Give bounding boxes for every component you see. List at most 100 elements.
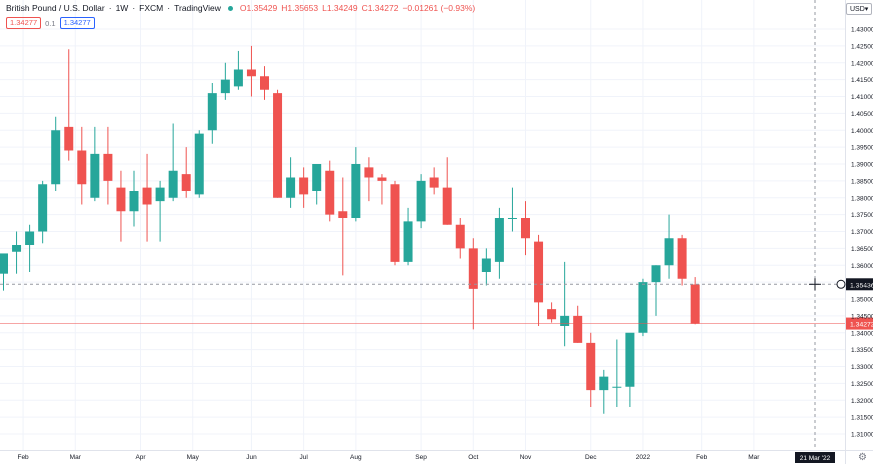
candle-body (207, 93, 217, 131)
x-tick-label: Jun (246, 454, 257, 461)
x-tick-label: Sep (415, 454, 427, 461)
candle[interactable] (25, 224, 35, 272)
candle[interactable] (429, 167, 439, 195)
candle[interactable] (547, 302, 557, 323)
candle[interactable] (0, 253, 8, 291)
candle[interactable] (364, 157, 374, 202)
candle[interactable] (377, 174, 387, 205)
y-tick-label: 1.33000 (851, 364, 873, 371)
x-tick-label: Mar (748, 454, 760, 461)
candle[interactable] (181, 147, 191, 198)
candle-body (638, 282, 648, 333)
open-value: O1.35429 (239, 3, 278, 13)
candle[interactable] (677, 234, 687, 286)
candle[interactable] (129, 170, 139, 227)
candle-body (246, 69, 256, 77)
candle[interactable] (573, 305, 583, 343)
candle[interactable] (599, 369, 609, 414)
sell-button[interactable]: 1.34277 (6, 17, 42, 29)
candle[interactable] (299, 167, 309, 208)
candle-body (586, 342, 596, 391)
candle[interactable] (638, 278, 648, 337)
candle[interactable] (155, 180, 165, 242)
candle[interactable] (351, 147, 361, 222)
candle[interactable] (233, 50, 243, 90)
y-tick-label: 1.41000 (851, 94, 873, 101)
symbol-header: British Pound / U.S. Dollar · 1W · FXCM … (6, 3, 476, 13)
candle[interactable] (116, 170, 126, 242)
candle-body (468, 248, 478, 289)
candle-body (690, 284, 700, 324)
candle[interactable] (625, 332, 635, 407)
x-tick-label: Jul (299, 454, 308, 461)
candle[interactable] (246, 45, 256, 97)
candle[interactable] (38, 180, 48, 244)
candle[interactable] (416, 174, 426, 229)
y-tick-label: 1.42000 (851, 60, 873, 67)
x-tick-label: Dec (585, 454, 597, 461)
candle[interactable] (664, 214, 674, 279)
candle[interactable] (612, 339, 622, 408)
candle[interactable] (534, 234, 544, 326)
candle-body (481, 258, 491, 272)
candle-body (507, 218, 517, 219)
candle[interactable] (194, 130, 204, 198)
candle-body (651, 265, 661, 283)
candle[interactable] (64, 49, 74, 161)
interval-label[interactable]: 1W (115, 3, 129, 13)
candle-body (599, 376, 609, 391)
candle[interactable] (312, 164, 322, 205)
candle[interactable] (286, 157, 296, 208)
candle[interactable] (455, 218, 465, 259)
candle[interactable] (442, 157, 452, 225)
candle[interactable] (142, 153, 152, 242)
candle-body (12, 245, 22, 252)
candle[interactable] (12, 231, 22, 274)
candle-body (455, 224, 465, 249)
candle[interactable] (403, 207, 413, 266)
candle-body (390, 184, 400, 262)
candle[interactable] (325, 160, 335, 222)
candle[interactable] (103, 126, 113, 205)
candle-body (521, 218, 530, 239)
candle[interactable] (507, 187, 517, 232)
x-tick-label: May (187, 454, 200, 461)
candle-body (103, 153, 113, 181)
low-value: L1.34249 (322, 3, 358, 13)
candle[interactable] (560, 261, 570, 347)
candle[interactable] (690, 277, 700, 325)
y-tick-label: 1.31000 (851, 432, 873, 439)
candle[interactable] (494, 207, 504, 279)
y-tick-label: 1.43000 (851, 27, 873, 34)
candle[interactable] (168, 123, 178, 202)
crosshair-price-text: 1.35436 (850, 282, 873, 289)
candle[interactable] (586, 332, 596, 407)
candle[interactable] (468, 238, 478, 330)
candle[interactable] (260, 66, 269, 100)
candle[interactable] (651, 265, 661, 316)
y-tick-label: 1.35000 (851, 297, 873, 304)
currency-label: USD (850, 6, 865, 13)
x-tick-label: Feb (17, 454, 29, 461)
candle-body (325, 170, 335, 215)
candle[interactable] (521, 201, 530, 256)
candle-body (377, 177, 387, 181)
candle-body (312, 164, 322, 191)
candle[interactable] (390, 180, 400, 266)
symbol-name[interactable]: British Pound / U.S. Dollar (6, 3, 105, 13)
candle[interactable] (90, 126, 100, 202)
candle[interactable] (481, 248, 491, 286)
currency-selector[interactable]: USD▾ (846, 3, 873, 15)
candle[interactable] (338, 177, 348, 276)
chevron-down-icon: ▾ (864, 6, 869, 13)
add-alert-icon[interactable] (836, 279, 846, 289)
y-tick-label: 1.31500 (851, 415, 873, 422)
candle[interactable] (77, 126, 87, 205)
buy-button[interactable]: 1.34277 (59, 17, 95, 29)
gear-icon[interactable]: ⚙ (858, 452, 867, 463)
candle[interactable] (273, 89, 283, 198)
candle[interactable] (51, 116, 61, 191)
candle[interactable] (207, 83, 217, 144)
candle[interactable] (220, 62, 230, 100)
